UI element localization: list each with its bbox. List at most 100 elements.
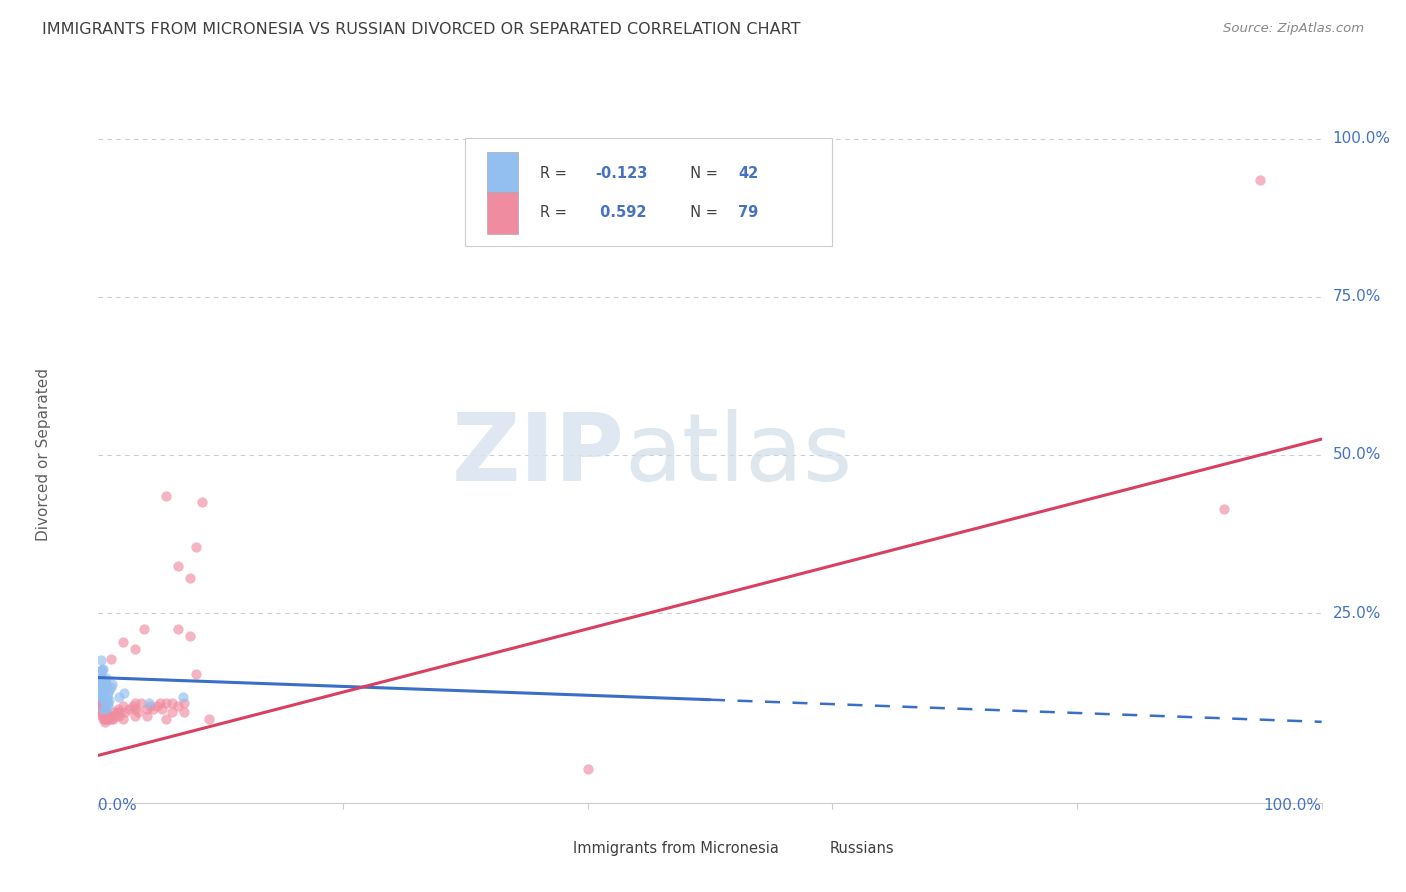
Point	[114, 706, 136, 720]
Text: -0.123: -0.123	[595, 166, 647, 181]
Point	[94, 671, 117, 685]
Point	[197, 712, 219, 726]
Point	[91, 690, 114, 704]
Point	[98, 692, 121, 706]
Point	[107, 702, 129, 716]
Point	[101, 712, 124, 726]
Point	[139, 699, 162, 714]
Point	[149, 696, 172, 710]
Point	[160, 696, 183, 710]
Point	[91, 673, 114, 688]
Text: 25.0%: 25.0%	[1333, 606, 1381, 621]
Point	[124, 696, 146, 710]
Point	[108, 708, 131, 723]
Point	[136, 708, 159, 723]
Point	[89, 702, 111, 716]
Point	[90, 677, 112, 691]
Point	[101, 708, 124, 723]
Point	[155, 712, 177, 726]
Point	[91, 708, 114, 723]
Point	[94, 708, 117, 723]
Point	[98, 683, 121, 698]
Point	[142, 702, 165, 716]
Text: Divorced or Separated: Divorced or Separated	[37, 368, 51, 541]
Point	[93, 673, 115, 688]
Point	[90, 696, 112, 710]
Point	[146, 699, 169, 714]
Point	[93, 712, 115, 726]
Text: R =: R =	[540, 166, 571, 181]
Point	[179, 571, 201, 585]
Point	[124, 642, 146, 657]
Text: Immigrants from Micronesia: Immigrants from Micronesia	[574, 841, 779, 856]
Point	[90, 686, 112, 700]
Point	[96, 708, 118, 723]
Point	[96, 696, 118, 710]
Point	[167, 699, 190, 714]
Point	[94, 677, 117, 691]
Point	[90, 702, 112, 716]
Point	[96, 712, 118, 726]
Point	[111, 699, 134, 714]
Point	[576, 762, 599, 776]
Point	[90, 671, 112, 685]
Point	[98, 712, 121, 726]
Text: 0.592: 0.592	[595, 205, 647, 220]
Text: N =: N =	[681, 166, 723, 181]
Text: 50.0%: 50.0%	[1333, 448, 1381, 462]
Point	[121, 699, 143, 714]
Point	[97, 712, 120, 726]
Point	[138, 696, 160, 710]
Point	[90, 699, 112, 714]
Point	[1249, 173, 1271, 187]
Point	[94, 702, 117, 716]
Point	[93, 696, 115, 710]
Point	[104, 708, 127, 723]
Point	[112, 686, 135, 700]
Point	[93, 677, 115, 691]
Point	[167, 558, 190, 573]
Text: 42: 42	[738, 166, 758, 181]
Point	[94, 692, 117, 706]
Text: R =: R =	[540, 205, 571, 220]
Point	[173, 696, 195, 710]
Point	[124, 702, 146, 716]
Point	[89, 687, 111, 701]
Point	[90, 663, 112, 677]
Text: IMMIGRANTS FROM MICRONESIA VS RUSSIAN DIVORCED OR SEPARATED CORRELATION CHART: IMMIGRANTS FROM MICRONESIA VS RUSSIAN DI…	[42, 22, 800, 37]
Point	[93, 714, 115, 729]
Point	[191, 495, 214, 509]
Point	[100, 708, 122, 723]
Point	[91, 702, 114, 716]
Point	[1212, 501, 1234, 516]
Text: 75.0%: 75.0%	[1333, 289, 1381, 304]
Point	[90, 680, 112, 694]
Text: N =: N =	[681, 205, 723, 220]
Point	[97, 699, 120, 714]
Point	[179, 630, 201, 644]
Point	[103, 706, 125, 720]
Text: 0.0%: 0.0%	[98, 797, 138, 813]
Text: Russians: Russians	[830, 841, 894, 856]
Point	[91, 663, 114, 677]
Text: Source: ZipAtlas.com: Source: ZipAtlas.com	[1223, 22, 1364, 36]
FancyBboxPatch shape	[488, 153, 517, 194]
Point	[172, 690, 194, 704]
Point	[93, 692, 115, 706]
Point	[89, 696, 111, 710]
Point	[91, 702, 114, 716]
FancyBboxPatch shape	[465, 138, 832, 246]
Point	[91, 708, 114, 723]
Point	[97, 696, 120, 710]
Point	[91, 702, 114, 716]
Point	[91, 677, 114, 691]
Text: 100.0%: 100.0%	[1333, 131, 1391, 146]
Point	[160, 706, 183, 720]
Point	[155, 489, 177, 503]
FancyBboxPatch shape	[796, 836, 823, 862]
Point	[110, 706, 132, 720]
Point	[129, 696, 152, 710]
Point	[91, 706, 114, 720]
Point	[97, 686, 120, 700]
Text: atlas: atlas	[624, 409, 852, 501]
